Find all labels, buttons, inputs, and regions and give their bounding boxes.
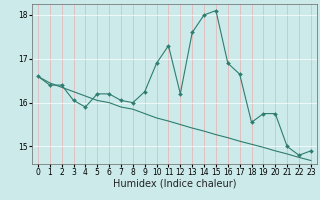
X-axis label: Humidex (Indice chaleur): Humidex (Indice chaleur) (113, 179, 236, 189)
